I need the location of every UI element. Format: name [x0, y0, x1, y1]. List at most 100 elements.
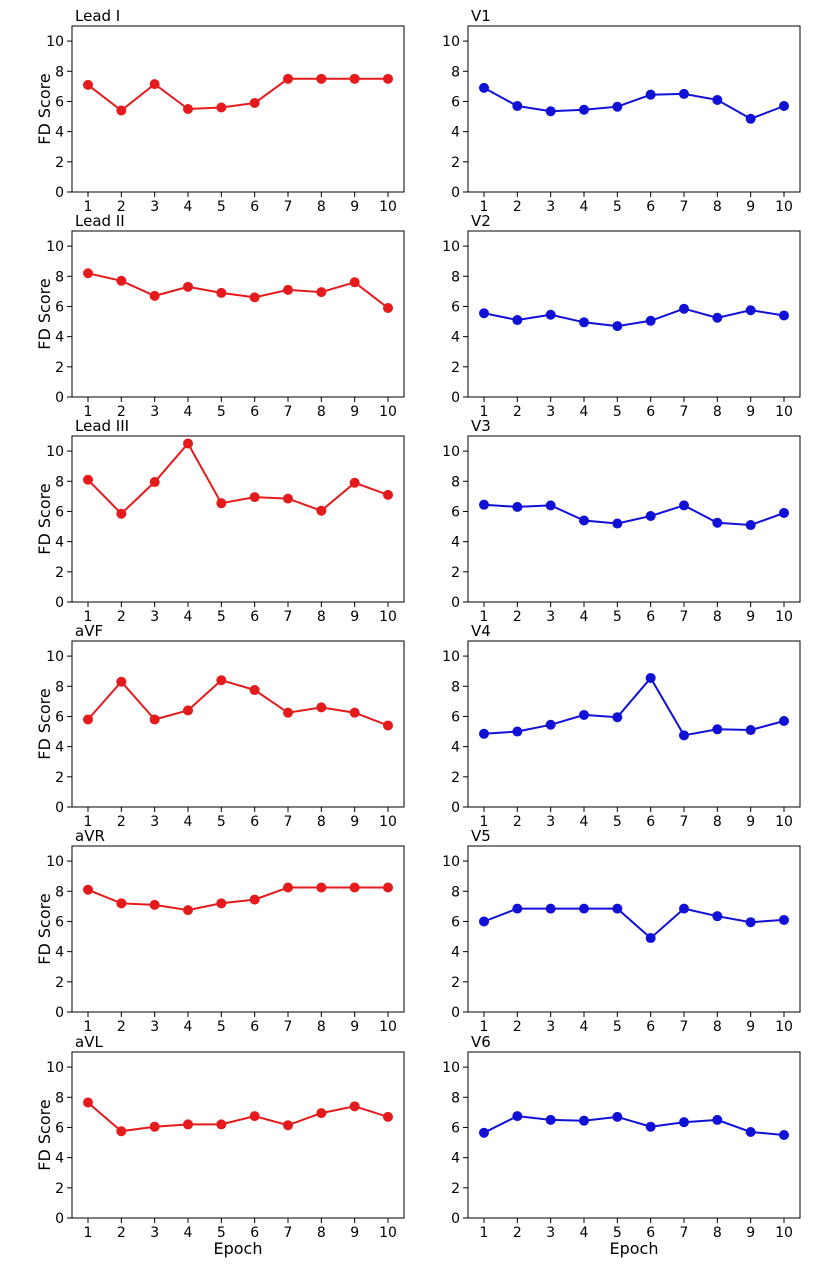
y-tick-label: 2 — [55, 565, 64, 581]
y-axis-label: FD Score — [35, 483, 54, 554]
data-point — [149, 899, 160, 910]
data-point — [679, 903, 689, 914]
plot-frame — [467, 640, 801, 808]
data-point — [545, 309, 556, 320]
x-tick-label: 5 — [217, 1225, 226, 1241]
x-tick-label: 5 — [217, 404, 226, 420]
y-tick-label: 8 — [55, 1090, 64, 1106]
x-tick-label: 4 — [580, 609, 589, 625]
data-point — [116, 105, 127, 116]
x-tick-label: 7 — [284, 404, 293, 420]
y-tick-label: 10 — [442, 854, 460, 870]
x-tick-label: 1 — [480, 609, 489, 625]
y-axis-label: FD Score — [35, 73, 54, 144]
x-tick-label: 4 — [184, 1019, 193, 1035]
data-point — [612, 321, 623, 332]
x-tick-label: 6 — [250, 199, 259, 215]
data-point — [645, 933, 656, 944]
panel-title: aVF — [75, 622, 103, 640]
y-axis-label: FD Score — [35, 688, 54, 759]
x-tick-label: 2 — [117, 404, 126, 420]
x-tick-label: 10 — [379, 199, 397, 215]
x-axis-label: Epoch — [214, 1239, 263, 1258]
data-point — [216, 498, 227, 509]
y-tick-label: 4 — [451, 945, 460, 961]
series-line — [483, 676, 785, 737]
y-tick-label: 6 — [451, 709, 460, 725]
data-point — [579, 1115, 589, 1126]
data-point — [679, 1117, 689, 1128]
data-point — [216, 675, 227, 686]
data-point — [612, 903, 623, 914]
y-tick-label: 0 — [451, 595, 460, 611]
data-point — [349, 477, 360, 488]
plot-frame — [467, 25, 801, 193]
x-tick-label: 3 — [150, 1019, 159, 1035]
panel-title: aVL — [75, 1033, 103, 1051]
data-point — [779, 310, 789, 321]
plot-frame — [71, 640, 405, 808]
data-point — [512, 501, 523, 512]
data-point — [183, 1119, 193, 1130]
y-tick-label: 10 — [442, 444, 460, 460]
x-tick-label: 6 — [250, 814, 259, 830]
y-tick-label: 2 — [451, 565, 460, 581]
x-tick-label: 3 — [150, 814, 159, 830]
data-point — [249, 492, 260, 503]
y-tick-label: 0 — [451, 390, 460, 406]
x-tick-label: 3 — [546, 1019, 555, 1035]
data-point — [149, 79, 160, 90]
x-tick-label: 8 — [713, 1225, 722, 1241]
data-point — [679, 730, 689, 741]
x-tick-label: 9 — [746, 1225, 755, 1241]
y-tick-label: 6 — [55, 1120, 64, 1136]
x-tick-label: 8 — [713, 1019, 722, 1035]
x-tick-label: 8 — [713, 199, 722, 215]
x-tick-label: 6 — [250, 609, 259, 625]
data-point — [183, 705, 193, 716]
x-tick-label: 4 — [184, 609, 193, 625]
x-tick-label: 4 — [580, 1019, 589, 1035]
data-point — [745, 725, 756, 736]
panel-title: V1 — [471, 7, 491, 25]
x-tick-label: 8 — [713, 814, 722, 830]
y-tick-label: 2 — [451, 155, 460, 171]
plot-frame — [71, 435, 405, 603]
x-tick-label: 6 — [646, 404, 655, 420]
x-tick-label: 8 — [317, 814, 326, 830]
x-tick-label: 1 — [84, 1019, 93, 1035]
x-tick-label: 10 — [775, 404, 793, 420]
data-point — [383, 489, 393, 500]
x-tick-label: 4 — [580, 404, 589, 420]
y-tick-label: 6 — [451, 504, 460, 520]
data-point — [512, 726, 523, 737]
x-tick-label: 3 — [546, 404, 555, 420]
y-tick-label: 4 — [451, 740, 460, 756]
x-tick-label: 3 — [546, 1225, 555, 1241]
data-point — [383, 73, 393, 84]
series-line — [87, 77, 388, 112]
y-tick-label: 0 — [55, 800, 64, 816]
y-tick-label: 0 — [55, 390, 64, 406]
x-tick-label: 6 — [250, 1225, 259, 1241]
data-point — [216, 102, 227, 113]
y-tick-label: 2 — [55, 1181, 64, 1197]
series-line — [87, 272, 389, 309]
data-point — [183, 905, 193, 916]
x-tick-label: 9 — [350, 404, 359, 420]
data-point — [249, 97, 260, 108]
y-tick-label: 8 — [451, 1090, 460, 1106]
data-point — [349, 73, 360, 84]
y-tick-label: 6 — [451, 299, 460, 315]
y-tick-label: 0 — [55, 1005, 64, 1021]
y-tick-label: 2 — [55, 360, 64, 376]
y-tick-label: 8 — [451, 64, 460, 80]
x-tick-label: 10 — [379, 1225, 397, 1241]
x-tick-label: 8 — [317, 404, 326, 420]
y-tick-label: 4 — [55, 330, 64, 346]
x-tick-label: 1 — [84, 1225, 93, 1241]
